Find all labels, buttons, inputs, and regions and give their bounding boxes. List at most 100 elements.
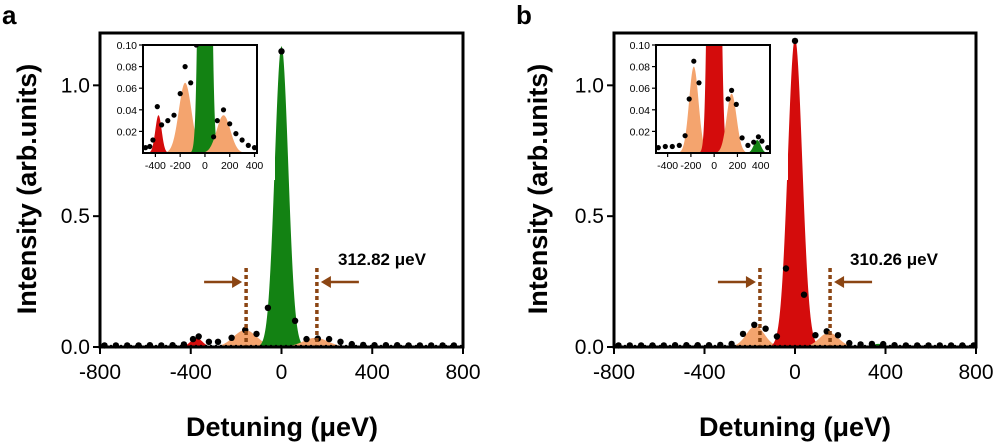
inset-data-point — [739, 135, 745, 141]
data-point — [823, 328, 830, 335]
inset-data-point — [182, 64, 188, 70]
data-point — [205, 338, 213, 345]
data-point — [782, 265, 790, 272]
inset-x-tick-label: -400 — [657, 160, 678, 172]
data-point — [337, 338, 344, 345]
inset-data-point — [251, 145, 257, 151]
y-tick-label: 0.5 — [575, 205, 604, 228]
inset-peak-0 — [669, 66, 719, 153]
inset-background — [616, 37, 788, 180]
inset-data-point — [177, 91, 183, 97]
inset-data-point — [227, 121, 233, 127]
inset-peak-1 — [694, 45, 734, 153]
inset-data-point — [696, 80, 702, 86]
data-point — [762, 325, 769, 332]
inset-y-tick-label: 0.06 — [630, 83, 651, 95]
inset-data-point — [729, 87, 735, 93]
inset-data-point — [662, 143, 668, 150]
inset-data-point — [154, 104, 160, 110]
inset-data-point — [143, 145, 149, 151]
x-tick-label: 0 — [276, 361, 288, 384]
inset-data-point — [220, 107, 227, 113]
inset-y-tick-label: 0.04 — [630, 105, 651, 117]
inset-data-point — [745, 142, 751, 148]
inset-data-point — [171, 112, 177, 118]
inset-data-point — [751, 139, 757, 145]
y-tick-label: 0.5 — [61, 205, 90, 228]
inset-x-tick-label: -200 — [170, 160, 191, 172]
inset-content — [656, 45, 770, 153]
inset-x-tick-label: 0 — [711, 160, 717, 172]
inset-x-tick-label: 0 — [202, 160, 208, 172]
inset-data-point — [656, 145, 661, 151]
inset-data-point — [214, 118, 220, 124]
x-axis-label-b: Detuning (μeV) — [699, 412, 891, 442]
inset-y-tick-label: 0.04 — [117, 105, 138, 117]
inset-y-tick-label: 0.02 — [117, 126, 138, 138]
inset-data-point — [211, 134, 217, 140]
panel-b: b Intensity (arb.units) Detuning (μeV) 3… — [516, 0, 994, 442]
arrow-right-head — [834, 276, 845, 288]
peak-2 — [246, 46, 317, 347]
x-tick-label: 800 — [445, 361, 480, 384]
peak-1 — [757, 38, 833, 347]
inset-data-point — [676, 142, 682, 148]
data-point — [812, 332, 819, 339]
inset-frame — [142, 44, 258, 154]
peak-0 — [166, 337, 227, 347]
inset-data-point — [759, 138, 765, 144]
x-tick-label: -800 — [79, 361, 121, 384]
arrow-left-head — [232, 276, 243, 288]
data-point — [214, 338, 222, 345]
width-annotation: 312.82 μeV — [338, 250, 427, 269]
inset-peak-3 — [739, 140, 770, 153]
inset-x-tick-label: 400 — [752, 160, 770, 172]
arrow-left-head — [745, 276, 756, 288]
data-point — [253, 330, 260, 338]
data-point — [264, 304, 272, 311]
data-point — [791, 37, 799, 45]
inset-x-tick-label: -400 — [145, 160, 166, 172]
panel-a: a Intensity (arb.units) Detuning (μeV) 3… — [2, 0, 481, 442]
inset-data-point — [755, 134, 762, 140]
data-point — [303, 335, 310, 343]
x-axis-label-a: Detuning (μeV) — [186, 412, 378, 442]
inset-data-point — [725, 96, 731, 102]
data-point — [751, 321, 758, 328]
inset-y-tick-label: 0.08 — [630, 62, 651, 74]
inset-x-tick-label: -200 — [680, 160, 701, 172]
peak-0 — [708, 326, 803, 347]
inset: -400 -200 0 200 400 0.02 0.04 0.06 0.08 0.10 — [616, 37, 788, 180]
x-tick-label: 400 — [355, 361, 390, 384]
data-point — [834, 332, 842, 339]
data-point — [278, 48, 285, 55]
inset-peak-0 — [143, 115, 175, 153]
x-tick-label: 800 — [958, 361, 993, 384]
panel-letter-b: b — [516, 0, 532, 30]
inset-x-tick-label: 400 — [246, 160, 264, 172]
inset-peak-3 — [188, 115, 257, 153]
inset-data-point — [159, 122, 165, 128]
data-point — [739, 330, 747, 338]
inset-peak-1 — [152, 82, 218, 153]
y-tick-label: 1.0 — [575, 74, 604, 97]
inset-data-point — [165, 118, 171, 124]
inset-frame — [655, 44, 771, 154]
inset-x-tick-label: 200 — [729, 160, 747, 172]
data-point — [728, 340, 735, 348]
x-tick-label: 0 — [789, 361, 801, 384]
data-point — [291, 317, 299, 324]
inset-data-point — [691, 58, 697, 64]
inset-data-point — [733, 101, 739, 107]
x-tick-label: -400 — [170, 361, 212, 384]
width-annotation: 310.26 μeV — [850, 250, 939, 269]
y-axis-label-a: Intensity (arb.units) — [12, 64, 42, 315]
inset-data-point — [147, 143, 153, 150]
inset-data-point — [150, 137, 156, 143]
peak-3 — [250, 337, 381, 347]
inset-y-tick-label: 0.10 — [117, 40, 138, 52]
y-tick-label: 0.0 — [61, 336, 90, 359]
inset-data-point — [188, 80, 194, 86]
inset-x-tick-label: 200 — [221, 160, 239, 172]
